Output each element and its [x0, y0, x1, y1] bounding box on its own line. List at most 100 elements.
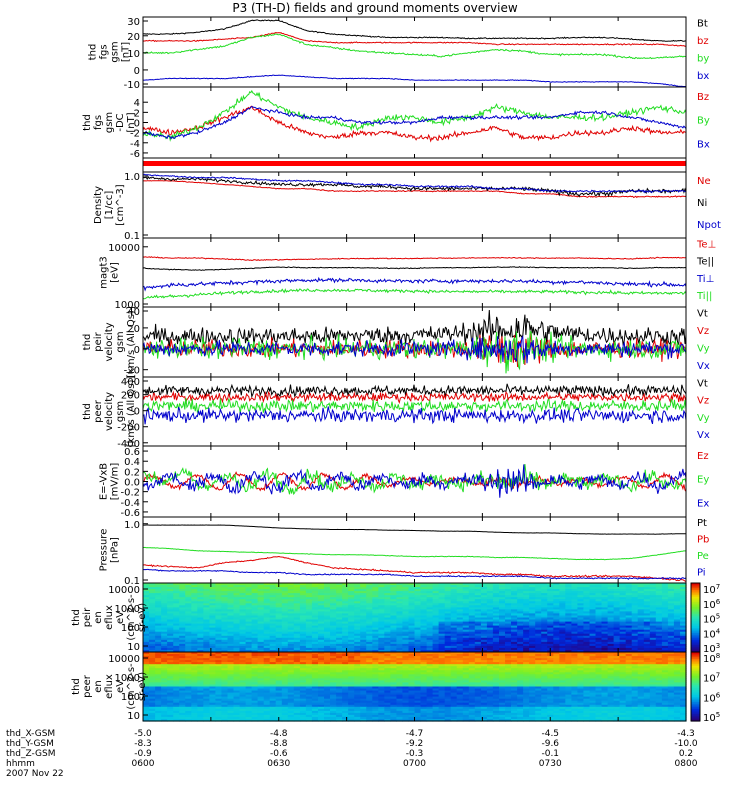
y-axis-label: [nT] [121, 42, 132, 62]
y-axis-label: en [93, 680, 104, 693]
series-fgs-1 [142, 31, 687, 47]
legend-label: Ex [697, 498, 709, 509]
y-axis-label: gsm [104, 112, 115, 133]
panel-frame [142, 16, 687, 88]
colorbar-tick-label: 105 [703, 711, 720, 724]
y-axis-label: en [93, 611, 104, 624]
y-tick-label: 0.1 [124, 231, 140, 242]
y-tick-label: 4 [134, 98, 140, 109]
legend-label: Vy [697, 344, 710, 355]
y-axis-label: eflux [104, 674, 115, 699]
legend-label: Pe [697, 551, 709, 562]
y-tick-label: -20 [124, 366, 140, 377]
y-axis-label: eV [115, 611, 126, 624]
legend-label: Ni [697, 198, 707, 209]
series-efield-2 [142, 464, 687, 498]
x-axis-row-label: hhmm [6, 759, 35, 769]
y-axis-label: peer [93, 399, 104, 423]
x-axis-value: 0730 [539, 759, 562, 769]
panel-density: Ne Ni Npot 1.0 0.1 Density [1/cc] [cm^-3] [93, 171, 721, 242]
legend-label: Te|| [696, 257, 714, 268]
y-axis-label: E=-VxB [99, 463, 110, 500]
y-axis-label: velocity [104, 322, 115, 361]
legend-label: Pt [697, 518, 707, 529]
y-axis-label: thd [82, 114, 93, 131]
series-pressure-0 [143, 524, 686, 535]
legend-label: Ti|| [696, 291, 712, 302]
y-axis-label: peer [82, 674, 93, 698]
legend-label: Ey [697, 475, 709, 486]
series-fgs-2 [143, 33, 686, 60]
y-tick-label: 20 [127, 32, 140, 43]
legend-label: bz [697, 36, 709, 47]
y-axis-label: gsm [115, 331, 126, 352]
legend-label: Pi [697, 568, 706, 579]
colorbar-tick-label: 107 [703, 672, 720, 685]
panel-frame [142, 237, 687, 308]
y-tick-label: -400 [117, 439, 140, 450]
series-temp-3 [142, 288, 687, 300]
y-tick-label: 10000 [108, 585, 140, 596]
y-tick-label: 100 [121, 623, 140, 634]
x-axis-value: -9.6 [541, 739, 559, 749]
panel-pressure: Pt Pb Pe Pi 1.0 0.1 Pressure [nPa] [99, 516, 709, 587]
y-tick-label: 0.0 [124, 478, 140, 489]
series-fgs-dc-0 [142, 105, 687, 143]
y-tick-label: 0 [134, 407, 140, 418]
y-tick-label: 0.4 [124, 457, 140, 468]
panel-frame [142, 86, 687, 159]
y-axis-label: [nT] [126, 112, 137, 132]
panel-peer-spec: 108 107 106 105 10000 1000 100 10 thd peer en eflux… [71, 651, 721, 724]
y-axis-label: fgs [93, 115, 104, 130]
y-axis-label: peir [82, 607, 93, 627]
flag-bar [143, 161, 686, 166]
x-axis-row-label: thd_X-GSM [6, 729, 55, 739]
x-axis: thd_X-GSM -5.0 -4.8 -4.7 -4.5 -4.3 thd_Y-GSM -8… [6, 729, 698, 779]
legend-label: Vy [697, 413, 710, 424]
legend-label: Vz [697, 326, 709, 337]
panel-efield: Ez Ey Ex 0.60.40.20.0-0.2-0.4-0.6 E=-VxB [mV/… [99, 445, 709, 519]
y-tick-label: 30 [127, 17, 140, 28]
x-axis-value: 0700 [403, 759, 426, 769]
series-fgs-dc-1 [142, 89, 687, 142]
x-axis-value: -4.5 [541, 729, 559, 739]
legend-label: Te⊥ [696, 239, 716, 250]
colorbar-tick-label: 106 [703, 691, 721, 704]
x-axis-value: -9.2 [406, 739, 424, 749]
x-axis-value: -10.0 [674, 739, 698, 749]
legend-label: Vt [697, 309, 708, 320]
y-axis-label: gsm [110, 41, 121, 62]
y-axis-label: [km/s (All Qs)] [126, 376, 137, 448]
y-tick-label: 10 [127, 642, 140, 653]
panel-peir-vel: Vt Vz Vy Vx 40 20 0 -20 thd peir velocity gsm [km/s … [82, 306, 710, 378]
y-tick-label: 0.2 [124, 467, 140, 478]
panel-flags [142, 157, 687, 173]
legend-label: Ne [697, 176, 711, 187]
y-tick-label: 1000 [115, 300, 140, 311]
y-axis-label: thd [88, 44, 99, 61]
plot-title: P3 (TH-D) fields and ground moments over… [232, 1, 518, 15]
series-fgs-0 [142, 19, 687, 42]
colorbar-tick-label: 105 [703, 613, 720, 626]
y-tick-label: -2 [130, 129, 140, 140]
x-axis-value: 0800 [675, 759, 698, 769]
x-axis-value: -0.1 [541, 749, 559, 759]
x-axis-value: -4.7 [406, 729, 424, 739]
y-axis-label: (cm^2-s- [126, 663, 137, 710]
series-peer-vel-2 [142, 397, 687, 414]
y-axis-label: [1/cc] [104, 191, 115, 220]
x-axis-value: -0.9 [134, 749, 152, 759]
series-temp-0 [142, 256, 687, 262]
x-axis-value: -4.8 [270, 729, 288, 739]
y-axis-label: fgs [99, 44, 110, 59]
panel-peer-vel: Vt Vz Vy Vx 400 200 0 -200 -400 thd peer velocity gs… [82, 376, 710, 450]
colorbar-tick-label: 104 [703, 627, 721, 640]
x-axis-value: -0.3 [406, 749, 424, 759]
legend-label: By [697, 116, 710, 127]
legend-label: Vx [697, 430, 710, 441]
legend-label: Ez [697, 451, 709, 462]
y-axis-label: gsm [115, 401, 126, 422]
y-axis-label: Pressure [99, 529, 110, 572]
colorbar-tick-label: 108 [703, 652, 720, 665]
